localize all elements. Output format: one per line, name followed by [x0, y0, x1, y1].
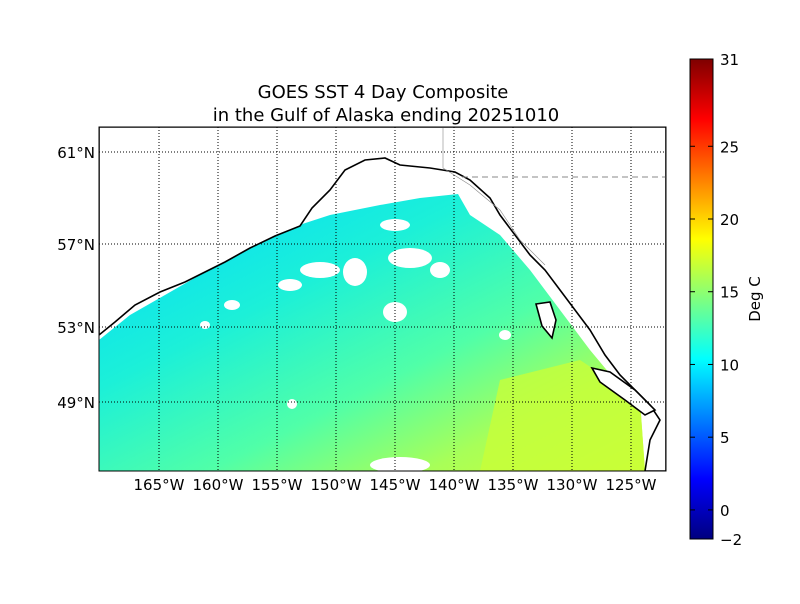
colorbar-label: Deg C: [746, 276, 764, 322]
lat-label: 57°N: [57, 236, 95, 254]
colorbar-tick-label: 20: [720, 211, 739, 229]
lon-label: 135°W: [488, 476, 539, 494]
colorbar-tick-label: 25: [720, 138, 739, 156]
map-axes: [99, 127, 666, 471]
colorbar-tick-label: 5: [720, 429, 730, 447]
lon-label: 140°W: [429, 476, 480, 494]
chart-title-line1: GOES SST 4 Day Composite: [258, 82, 509, 103]
chart-title-line2: in the Gulf of Alaska ending 20251010: [213, 105, 560, 126]
colorbar-tick-label: −2: [720, 531, 742, 549]
lat-label: 49°N: [57, 394, 95, 412]
lat-label: 53°N: [57, 319, 95, 337]
lon-label: 160°W: [193, 476, 244, 494]
vancouver-island: [590, 366, 657, 416]
haida-gwaii-island: [534, 301, 557, 340]
lon-label: 145°W: [370, 476, 421, 494]
latitude-labels: 61°N 57°N 53°N 49°N: [57, 144, 95, 412]
colorbar-ticks: 31 25 20 15 10 5 0 −2: [690, 51, 742, 549]
map-frame: [98, 126, 667, 472]
colorbar-tick-label: 0: [720, 502, 730, 520]
lon-label: 130°W: [547, 476, 598, 494]
sst-warm-patch: [480, 360, 645, 471]
lon-label: 165°W: [134, 476, 185, 494]
lon-label: 155°W: [252, 476, 303, 494]
lat-label: 61°N: [57, 144, 95, 162]
cloud-patches: [200, 219, 511, 471]
graticule: [99, 127, 666, 471]
colorbar: [689, 58, 714, 540]
lon-label: 125°W: [606, 476, 657, 494]
longitude-labels: 165°W 160°W 155°W 150°W 145°W 140°W 135°W 130°W…: [134, 476, 657, 494]
lon-label: 150°W: [311, 476, 362, 494]
border-line-canada: [442, 127, 546, 266]
colorbar-tick-label: 31: [720, 51, 739, 69]
colorbar-tick-label: 10: [720, 356, 739, 374]
colorbar-tick-label: 15: [720, 284, 739, 302]
